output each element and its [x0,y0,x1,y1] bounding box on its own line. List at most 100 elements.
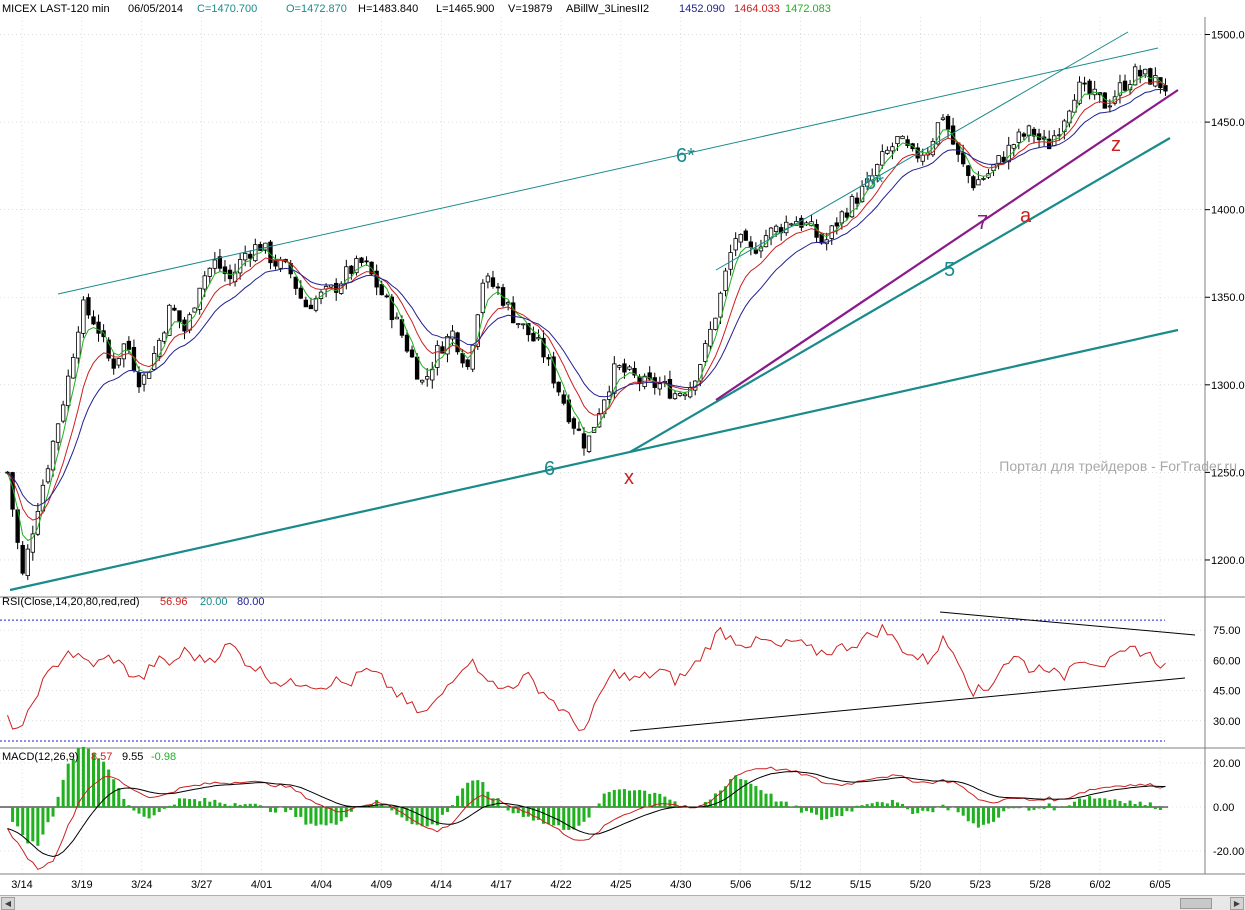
candle-body [490,277,496,287]
candle-body [890,146,895,152]
price-tick-label: 1250.0 [1211,467,1245,479]
x-tick-label: 4/09 [371,879,392,891]
trendline-7 [715,89,1179,401]
rsi-value-3: 80.00 [237,596,265,608]
candle [91,310,96,326]
candle [1138,65,1143,84]
candle-body [723,270,728,292]
candle-body [617,365,622,368]
candle [1127,79,1133,95]
candle [733,232,738,257]
scroll-right-icon[interactable]: ▶ [1230,897,1244,910]
x-tick-label: 4/25 [610,879,631,891]
candle [157,337,162,361]
candle-body [1021,133,1027,137]
candle [480,279,486,318]
horizontal-scrollbar[interactable]: ◀ ▶ [0,895,1245,910]
candle [1082,76,1087,92]
candle-body [455,332,460,353]
wave-label-5: 5 [944,259,955,281]
candle-body [253,244,258,262]
candle [66,369,71,412]
candle-body [1031,128,1037,137]
x-tick-label: 4/17 [490,879,511,891]
candle-body [1102,92,1107,109]
candle-body [495,286,501,289]
candle [106,337,111,362]
candle-body [1072,99,1077,113]
candle [622,358,627,379]
candle-body [581,433,587,449]
candle-body [66,375,71,407]
candle [182,317,187,340]
wave-label-6star: 6* [676,145,695,167]
candle [586,435,592,454]
candle-body [632,367,637,376]
scroll-left-icon[interactable]: ◀ [1,897,15,910]
candle-body [677,392,683,396]
candle-body [1122,80,1128,91]
candle-body [197,287,202,310]
candle [976,171,981,186]
header-line3: 1472.083 [785,3,831,15]
candle [1163,78,1168,96]
candle [1092,80,1097,100]
candle-body [364,260,369,263]
candle-body [1117,82,1123,96]
candle [1026,124,1032,143]
candle [581,427,587,456]
candle-body [243,252,248,261]
candle-body [157,339,162,357]
candle [1011,143,1016,157]
macd-panel[interactable] [0,746,1168,871]
wave-label-5star: 5* [865,172,884,194]
candle-body [141,374,147,385]
rsi-panel[interactable] [0,611,1196,742]
candle-body [435,344,440,368]
macd-tick-label: -20.00 [1213,846,1244,858]
candle-body [334,282,339,293]
candle [551,351,556,389]
candle [849,194,855,219]
candle-body [86,297,91,316]
price-tick-label: 1350.0 [1211,292,1245,304]
candle-body [981,177,986,180]
candle-body [162,332,167,342]
candle [672,390,678,400]
candle-body [212,259,218,269]
candle-body [834,222,839,227]
candle-body [536,337,541,340]
candle-body [849,196,855,218]
candle [576,421,582,432]
candle-body [465,359,470,368]
candle-body [121,343,126,360]
candle [354,255,359,276]
candle [20,541,25,576]
candle-body [50,440,56,471]
trendline-6star [57,47,1159,295]
axis-layer: 3/14 3/19 3/24 3/27 4/01 4/04 4/09 4/14 4/17 4/22… [11,30,1244,891]
candle-body [1132,66,1138,86]
macd-title: MACD(12,26,9) [2,751,78,763]
candle [561,390,566,406]
candle-body [854,197,860,204]
candle [177,310,182,329]
wave-label-7: 7 [977,212,988,234]
candle-body [394,316,400,320]
candle-body [531,332,536,342]
candle-body [409,349,415,358]
candle [212,252,218,275]
candle-body [389,296,394,321]
candle [657,376,662,396]
scroll-thumb[interactable] [1180,898,1212,909]
rsi-tick-label: 45.00 [1213,686,1241,698]
price-panel[interactable] [5,31,1179,592]
candle [723,267,728,297]
macd-value-3: -0.98 [151,751,176,763]
candle [298,280,303,300]
candle-body [1138,69,1143,77]
candle-body [682,393,688,397]
wave-label-z: z [1111,134,1121,156]
candle [435,340,440,376]
